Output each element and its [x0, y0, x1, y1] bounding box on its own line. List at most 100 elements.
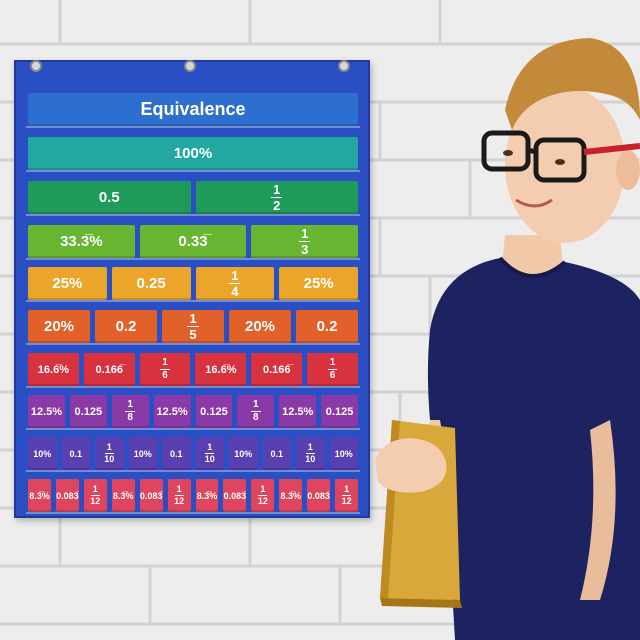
- numerator: 1: [342, 484, 352, 496]
- fraction-card: 8.3̅%: [111, 479, 135, 512]
- fraction-card: 100%: [28, 137, 358, 170]
- denominator: 4: [231, 284, 239, 299]
- fraction: 1 12: [258, 485, 268, 506]
- numerator: 1: [305, 442, 315, 454]
- fraction-row: 20% 0.2 1 5 20% 0.2: [26, 307, 360, 345]
- fraction-card: 16.6̅%: [28, 353, 79, 386]
- denominator: 6: [162, 370, 168, 381]
- fraction-card: 0.1: [162, 437, 191, 470]
- numerator: 1: [205, 442, 215, 454]
- hair: [505, 38, 640, 130]
- denominator: 6: [329, 370, 336, 381]
- fraction-card: 0.1: [61, 437, 90, 470]
- fraction-card: 0.166̅: [251, 353, 303, 386]
- denominator: 12: [341, 496, 352, 506]
- denominator: 8: [253, 412, 259, 423]
- denominator: 12: [90, 496, 101, 506]
- fraction-card: 8.3̅%: [279, 479, 303, 512]
- fraction-card: 1 12: [335, 479, 359, 512]
- fraction-card: 8.3̅%: [195, 479, 219, 512]
- fraction-card: 1 12: [167, 479, 191, 512]
- numerator: 1: [258, 484, 268, 496]
- fraction-card: 0.2: [95, 310, 157, 343]
- numerator: 1: [174, 484, 184, 496]
- numerator: 1: [187, 311, 199, 327]
- fraction-card: 8.3̅%: [28, 479, 51, 512]
- fraction-card: 0.125: [69, 395, 107, 428]
- fraction-card: 12.5%: [279, 395, 317, 428]
- pocket-chart: Equivalence 100% 0.5 1 2 33.3̅% 0.33̅ 1 3 25% 0.2…: [14, 60, 370, 518]
- fraction-row: 100%: [26, 134, 360, 172]
- fraction-card: 25%: [28, 267, 107, 300]
- fraction-card: 0.1: [262, 437, 291, 470]
- fraction-card: 0.083̅: [55, 479, 79, 512]
- fraction-card: 0.125: [195, 395, 233, 428]
- fraction-card: 10%: [329, 437, 358, 470]
- fraction-card: 10%: [229, 437, 258, 470]
- numerator: 1: [299, 226, 311, 242]
- fraction-card: 0.083̅: [139, 479, 163, 512]
- denominator: 12: [174, 496, 185, 506]
- fraction: 1 12: [90, 485, 100, 506]
- grommet-icon: [338, 60, 350, 72]
- fraction-row: 16.6̅% 0.166̅ 1 6 16.6̅% 0.166̅ 1 6: [26, 350, 360, 388]
- fraction: 1 10: [104, 443, 114, 464]
- fraction-row: 10% 0.1 1 10 10% 0.1 1 10 10% 0.1 1 10 10%: [26, 434, 360, 472]
- fraction-card: 10%: [28, 437, 57, 470]
- title-row: Equivalence: [26, 90, 360, 128]
- fraction-card: 1 10: [195, 437, 224, 470]
- fraction-card: 20%: [28, 310, 90, 343]
- fraction-card: 0.33̅: [139, 225, 247, 258]
- fraction-card: 1 10: [95, 437, 124, 470]
- fraction-card: 1 10: [296, 437, 325, 470]
- grommet-icon: [184, 60, 196, 72]
- denominator: 10: [204, 454, 215, 464]
- denominator: 10: [104, 454, 115, 464]
- fraction-row: 33.3̅% 0.33̅ 1 3: [26, 222, 360, 260]
- grommet-icon: [30, 60, 42, 72]
- fraction: 1 10: [305, 443, 315, 464]
- fraction-card: 10%: [128, 437, 157, 470]
- fraction-card: 0.25: [111, 267, 191, 300]
- fraction: 1 12: [342, 485, 352, 506]
- shirt: [430, 258, 640, 640]
- denominator: 2: [273, 198, 281, 213]
- fraction-row: 25% 0.25 1 4 25%: [26, 264, 360, 302]
- fraction-card: 1 12: [83, 479, 107, 512]
- fraction-card: 16.6̅%: [195, 353, 247, 386]
- fraction-card: 12.5%: [153, 395, 191, 428]
- fraction-card: 0.2: [296, 310, 358, 343]
- fraction-row: 8.3̅% 0.083̅ 1 12 8.3̅% 0.083̅ 1 12 8.3̅% 0.083̅ 1…: [26, 476, 360, 514]
- fraction-row: 12.5% 0.125 1 8 12.5% 0.125 1 8 12.5% 0.125: [26, 392, 360, 430]
- numerator: 1: [90, 484, 100, 496]
- numerator: 1: [104, 442, 114, 454]
- numerator: 1: [125, 399, 135, 412]
- chart-title: Equivalence: [28, 93, 358, 126]
- fraction-row: 0.5 1 2: [26, 178, 360, 216]
- fraction: 1 12: [174, 485, 184, 506]
- numerator: 1: [229, 268, 241, 284]
- fraction-card: 0.125: [321, 395, 358, 428]
- numerator: 1: [251, 399, 261, 412]
- fraction-card: 25%: [279, 267, 358, 300]
- fraction-card: 1 12: [251, 479, 275, 512]
- fraction-card: 12.5%: [28, 395, 65, 428]
- fraction-card: 33.3̅%: [28, 225, 135, 258]
- denominator: 5: [189, 327, 197, 342]
- denominator: 12: [257, 496, 268, 506]
